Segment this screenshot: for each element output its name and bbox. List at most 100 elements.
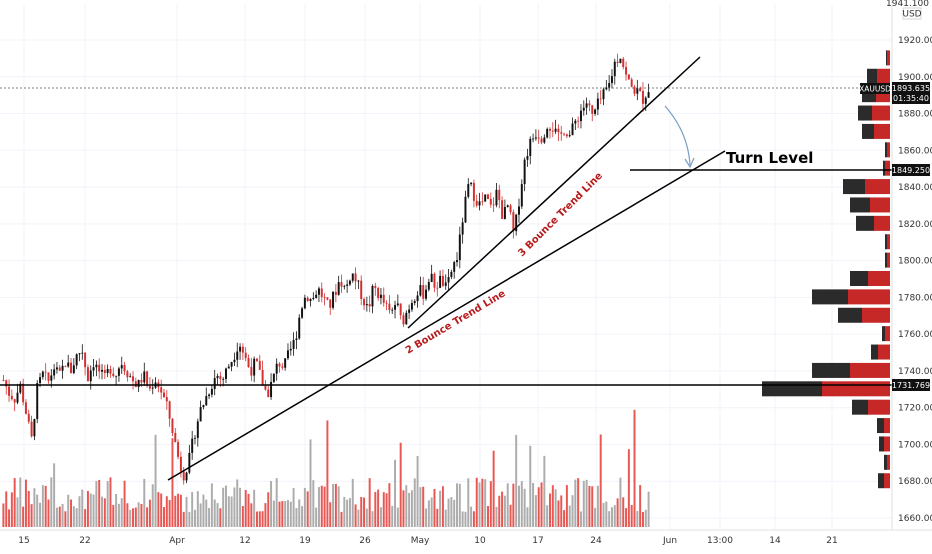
candle-body	[340, 282, 343, 287]
profile-bar-down	[885, 234, 887, 250]
volume-bar	[13, 478, 16, 527]
volume-bar	[537, 487, 540, 527]
volume-bar	[340, 511, 343, 527]
y-tick-label: 1760.000	[898, 330, 932, 340]
y-tick-label: 1900.000	[898, 73, 932, 83]
candle-body	[346, 284, 349, 286]
candle-body	[134, 381, 137, 388]
volume-bar	[357, 509, 360, 527]
candle-body	[371, 285, 374, 307]
candle-body	[148, 385, 151, 389]
volume-bar	[44, 485, 47, 527]
volume-bar	[498, 495, 501, 527]
candle-body	[109, 369, 112, 374]
candle-body	[233, 359, 236, 363]
candle-body	[286, 350, 289, 359]
candle-body	[270, 381, 273, 398]
candle-body	[560, 132, 563, 134]
volume-bar	[101, 496, 104, 527]
candle-body	[391, 309, 394, 311]
volume-bar	[179, 494, 182, 527]
volume-bar	[579, 511, 582, 527]
candle-body	[408, 309, 411, 313]
y-tick-label: 1680.000	[898, 477, 932, 487]
volume-bar	[394, 459, 397, 527]
candle-body	[72, 365, 75, 373]
volume-bar	[70, 499, 73, 527]
candle-body	[22, 383, 25, 403]
candle-body	[33, 419, 36, 437]
candle-body	[250, 367, 253, 376]
candle-body	[236, 351, 239, 360]
candle-body	[101, 369, 104, 372]
candle-body	[272, 373, 275, 382]
grid	[0, 4, 892, 530]
volume-bar	[233, 487, 236, 527]
candle-body	[5, 380, 8, 387]
volume-bar	[591, 486, 594, 527]
candle-body	[61, 365, 64, 371]
volume-bar	[509, 504, 512, 527]
candle-body	[644, 97, 647, 104]
profile-bar-down	[850, 271, 868, 286]
candle-body	[81, 352, 84, 354]
profile-bar-down	[884, 454, 887, 470]
candle-body	[461, 222, 464, 235]
candle-body	[579, 110, 582, 122]
volume-bar	[436, 508, 439, 527]
candle-body	[174, 432, 177, 443]
volume-bar	[258, 511, 261, 527]
candle-body	[379, 294, 382, 299]
volume-bar	[416, 455, 419, 527]
candle-body	[641, 91, 644, 104]
volume-bar	[599, 434, 602, 527]
profile-bar-up	[865, 179, 890, 195]
volume-bar	[53, 463, 56, 527]
candle-body	[492, 204, 495, 206]
candle-body	[163, 392, 165, 398]
candle-body	[351, 273, 354, 281]
candle-body	[303, 297, 306, 309]
volume-bar	[253, 489, 256, 527]
profile-bar-up	[884, 436, 890, 452]
volume-bar	[72, 506, 75, 527]
profile-bar-down	[882, 326, 885, 342]
candle-body	[565, 134, 568, 137]
candles	[2, 53, 650, 485]
profile-bar-up	[887, 142, 890, 158]
volume-bar	[182, 511, 185, 527]
candle-body	[506, 205, 509, 207]
volume-bar	[160, 493, 163, 527]
volume-bar	[295, 507, 298, 527]
candle-body	[315, 294, 318, 298]
candle-body	[348, 280, 351, 285]
volume-bar	[582, 480, 585, 527]
volume-bar	[171, 438, 174, 527]
volume-bar	[501, 491, 504, 527]
volume-bar	[36, 494, 39, 527]
volume-bar	[92, 494, 95, 527]
profile-bar-up	[850, 362, 890, 378]
volume-bar	[568, 505, 571, 527]
volume-bar	[47, 499, 50, 527]
candle-body	[554, 128, 557, 132]
profile-bar-up	[868, 399, 890, 415]
candle-body	[244, 352, 247, 359]
volume-bar	[622, 497, 625, 527]
volume-bar	[585, 479, 588, 527]
volume-bar	[472, 511, 475, 527]
profile-bar-up	[887, 50, 890, 66]
price-label-last: 1893.635 01:35:40	[892, 82, 930, 104]
volume-bar	[613, 505, 616, 527]
candle-body	[512, 212, 515, 232]
candle-body	[444, 282, 447, 286]
volume-bar	[27, 490, 30, 527]
volume-bar	[326, 420, 329, 527]
volume-bar	[84, 509, 87, 527]
y-tick-label: 1920.000	[898, 36, 932, 46]
x-tick-label: 24	[590, 536, 602, 546]
volume-bar	[140, 503, 143, 527]
candle-body	[208, 394, 211, 397]
